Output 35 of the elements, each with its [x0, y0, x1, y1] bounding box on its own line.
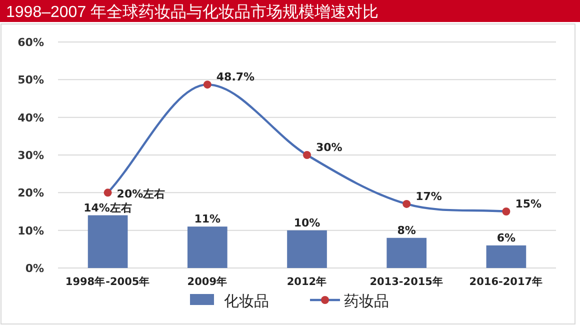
y-tick-label: 10% [18, 224, 44, 238]
bar [187, 226, 228, 268]
y-tick-label: 0% [25, 262, 44, 275]
point [502, 208, 510, 216]
point [104, 188, 112, 197]
data-label: 17% [416, 190, 442, 203]
data-label: 48.7% [216, 70, 255, 84]
x-tick-label: 2012年 [286, 275, 328, 288]
bar [386, 238, 427, 268]
bar [486, 245, 526, 268]
data-label: 10% [294, 216, 320, 230]
legend-label: 药妆品 [344, 292, 389, 310]
point [402, 200, 411, 208]
y-tick-label: 20% [18, 186, 44, 200]
data-label: 30% [316, 141, 342, 154]
bar [88, 215, 128, 268]
data-label: 15% [515, 198, 542, 210]
bar [287, 230, 327, 268]
y-tick-label: 50% [18, 74, 44, 87]
x-tick-label: 2016-2017年 [469, 275, 544, 288]
data-label: 14%左右 [84, 201, 132, 214]
y-tick-label: 30% [18, 149, 44, 162]
data-label: 6% [496, 231, 516, 244]
data-label: 8% [397, 224, 416, 237]
data-label: 20%左右 [116, 188, 166, 201]
y-tick-label: 40% [18, 111, 44, 124]
chart-title: 1998–2007 年全球药妆品与化妆品市场规模增速对比 [6, 3, 379, 21]
data-label: 11% [194, 212, 221, 226]
x-tick-label: 2013-2015年 [370, 275, 444, 288]
legend-label: 化妆品 [224, 292, 269, 310]
point [303, 151, 311, 159]
x-tick-label: 1998年-2005年 [65, 275, 150, 288]
x-tick-label: 2009年 [187, 275, 228, 288]
y-tick-label: 60% [18, 36, 44, 49]
point [203, 80, 212, 89]
